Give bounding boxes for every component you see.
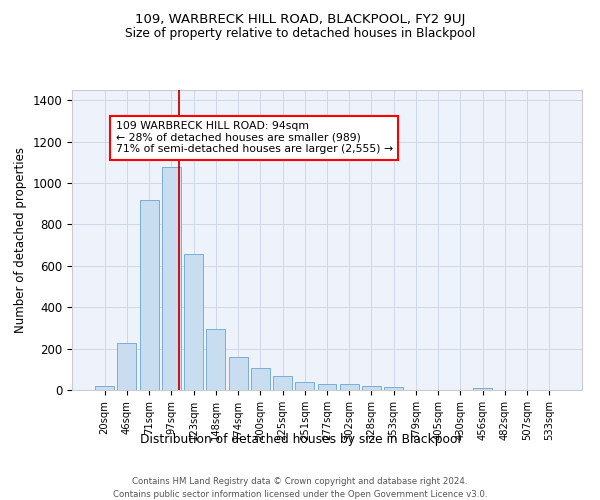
Text: 109, WARBRECK HILL ROAD, BLACKPOOL, FY2 9UJ: 109, WARBRECK HILL ROAD, BLACKPOOL, FY2 …	[135, 12, 465, 26]
Bar	[206, 329, 225, 390]
Bar	[162, 166, 181, 390]
Bar	[295, 382, 314, 390]
Text: Contains public sector information licensed under the Open Government Licence v3: Contains public sector information licen…	[113, 490, 487, 499]
Text: Distribution of detached houses by size in Blackpool: Distribution of detached houses by size …	[140, 432, 460, 446]
Text: 109 WARBRECK HILL ROAD: 94sqm
← 28% of detached houses are smaller (989)
71% of : 109 WARBRECK HILL ROAD: 94sqm ← 28% of d…	[116, 121, 393, 154]
Bar	[251, 368, 270, 390]
Bar	[340, 384, 359, 390]
Bar	[473, 388, 492, 390]
Text: Size of property relative to detached houses in Blackpool: Size of property relative to detached ho…	[125, 28, 475, 40]
Text: Contains HM Land Registry data © Crown copyright and database right 2024.: Contains HM Land Registry data © Crown c…	[132, 478, 468, 486]
Bar	[273, 376, 292, 390]
Bar	[229, 358, 248, 390]
Bar	[95, 386, 114, 390]
Bar	[317, 384, 337, 390]
Bar	[362, 386, 381, 390]
Y-axis label: Number of detached properties: Number of detached properties	[14, 147, 27, 333]
Bar	[184, 254, 203, 390]
Bar	[140, 200, 158, 390]
Bar	[384, 387, 403, 390]
Bar	[118, 344, 136, 390]
